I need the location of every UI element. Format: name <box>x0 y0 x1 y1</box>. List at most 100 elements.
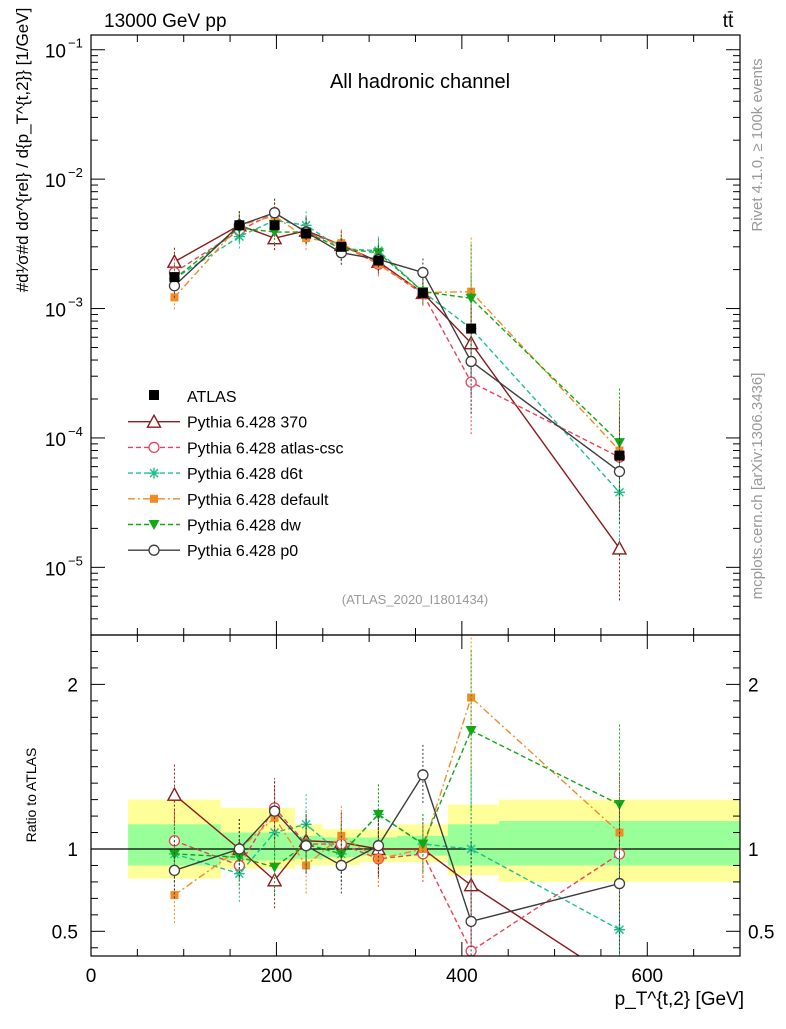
y-tick-label: 10 <box>45 42 66 63</box>
ratio-point-d6t <box>233 868 245 880</box>
ratio-series-group <box>166 635 626 956</box>
series-line-d6t <box>174 219 620 493</box>
ratio-point-p0 <box>417 769 429 781</box>
legend-item-p0: Pythia 6.428 p0 <box>128 543 298 560</box>
ratio-y-tick-label: 2 <box>67 675 78 696</box>
ratio-point-p0 <box>372 840 385 852</box>
uncertainty-band-inner <box>220 832 295 861</box>
data-point-p0 <box>613 465 626 478</box>
legend-marker <box>146 413 162 428</box>
ratio-y-tick-label-right: 0.5 <box>748 922 774 943</box>
legend-label: Pythia 6.428 p0 <box>187 543 298 560</box>
energy-label: 13000 GeV pp <box>104 11 227 32</box>
ratio-series-p0 <box>168 744 626 956</box>
data-point-p0 <box>417 266 429 279</box>
legend-marker <box>148 441 160 454</box>
data-point-atlas <box>466 323 477 334</box>
legend-item-dw: Pythia 6.428 dw <box>128 518 301 535</box>
ratio-point-p0 <box>613 877 626 890</box>
data-point-atlas <box>417 287 428 298</box>
legend-label: Pythia 6.428 370 <box>187 415 307 432</box>
mcplots-label: mcplots.cern.ch [arXiv:1306.3436] <box>749 373 766 600</box>
data-point-atlas <box>234 220 245 231</box>
data-point-p0 <box>168 280 181 292</box>
data-point-atlas <box>269 220 280 231</box>
y-tick-label: 10 <box>45 430 66 451</box>
legend-marker <box>149 390 159 400</box>
y-tick-label-exponent: −1 <box>68 36 83 51</box>
ratio-point-dw <box>269 862 281 873</box>
ratio-point-p0 <box>233 843 245 855</box>
data-point-atlas <box>301 228 312 239</box>
data-point-p0 <box>268 207 281 219</box>
ratio-point-default <box>374 854 383 863</box>
ratio-y-tick-label: 0.5 <box>52 922 78 943</box>
ratio-point-p0 <box>168 864 181 877</box>
data-point-d6t <box>613 486 625 498</box>
legend-label: Pythia 6.428 d6t <box>187 466 303 483</box>
data-point-p0 <box>465 355 477 368</box>
legend-label: ATLAS <box>187 389 237 406</box>
ratio-point-dw <box>233 852 245 863</box>
legend-label: Pythia 6.428 atlas-csc <box>187 440 344 457</box>
series-atlas <box>169 220 625 461</box>
ratio-point-dw <box>465 725 477 736</box>
y-tick-label-exponent: −5 <box>68 553 83 568</box>
data-point-atlas <box>336 241 347 252</box>
data-point-atlas <box>169 272 180 283</box>
data-point-dw <box>372 248 384 259</box>
y-tick-label-exponent: −2 <box>68 165 83 180</box>
ratio-point-p0 <box>465 915 477 928</box>
ratio-y-axis-label: Ratio to ATLAS <box>23 748 39 843</box>
data-point-370 <box>611 540 628 555</box>
series-line-default <box>173 215 620 451</box>
data-point-default <box>467 287 476 296</box>
ratio-point-default <box>467 693 476 702</box>
data-point-atlas <box>614 450 625 461</box>
ratio-point-dw <box>372 809 384 820</box>
x-tick-label: 400 <box>446 966 478 987</box>
ratio-point-370 <box>166 786 183 801</box>
ratio-y-tick-label-right: 1 <box>748 840 759 861</box>
ratio-point-p0 <box>268 805 281 817</box>
legend-label: Pythia 6.428 default <box>187 492 329 509</box>
legend-label: Pythia 6.428 dw <box>187 518 301 535</box>
ratio-point-dw <box>335 849 347 860</box>
series-line-atlas-csc <box>174 211 620 458</box>
y-tick-label: 10 <box>45 301 66 322</box>
watermark: (ATLAS_2020_I1801434) <box>342 592 488 607</box>
rivet-label: Rivet 4.1.0, ≥ 100k events <box>749 58 766 231</box>
process-label: tt̄ <box>723 11 734 32</box>
legend-item-default: Pythia 6.428 default <box>128 492 329 509</box>
ratio-point-dw <box>417 839 429 850</box>
ratio-point-dw <box>168 849 180 860</box>
chart-title: All hadronic channel <box>330 71 510 93</box>
ratio-point-d6t <box>465 843 477 855</box>
x-axis-label: p_T^{t,2} [GeV] <box>615 989 744 1010</box>
ratio-frame <box>90 634 741 957</box>
legend-item-370: Pythia 6.428 370 <box>128 413 307 432</box>
data-point-atlas <box>373 255 384 266</box>
ratio-point-p0 <box>300 840 312 852</box>
legend-marker <box>148 467 160 479</box>
y-tick-label-exponent: −4 <box>68 424 83 439</box>
x-tick-label: 200 <box>261 966 293 987</box>
ratio-point-p0 <box>335 859 347 872</box>
x-tick-label: 0 <box>86 966 97 987</box>
ratio-y-tick-label: 1 <box>67 840 78 861</box>
legend-marker <box>150 494 158 503</box>
legend: ATLAS Pythia 6.428 370 Pythia 6.428 atlas-… <box>128 389 344 560</box>
y-tick-label-exponent: −3 <box>68 295 83 310</box>
main-y-axis-label: #d¹⁄σ#d dσ^{rel} / d{p_T^{t,2}} [1/GeV] <box>13 8 32 293</box>
ratio-y-tick-label-right: 2 <box>748 675 759 696</box>
legend-item-atlas-csc: Pythia 6.428 atlas-csc <box>128 440 344 457</box>
legend-marker <box>148 520 160 530</box>
x-tick-label: 600 <box>631 966 663 987</box>
legend-marker <box>148 544 160 556</box>
uncertainty-band-inner <box>447 824 499 866</box>
ratio-point-d6t <box>613 924 625 936</box>
y-tick-label: 10 <box>45 171 66 192</box>
ratio-point-default <box>170 891 179 900</box>
